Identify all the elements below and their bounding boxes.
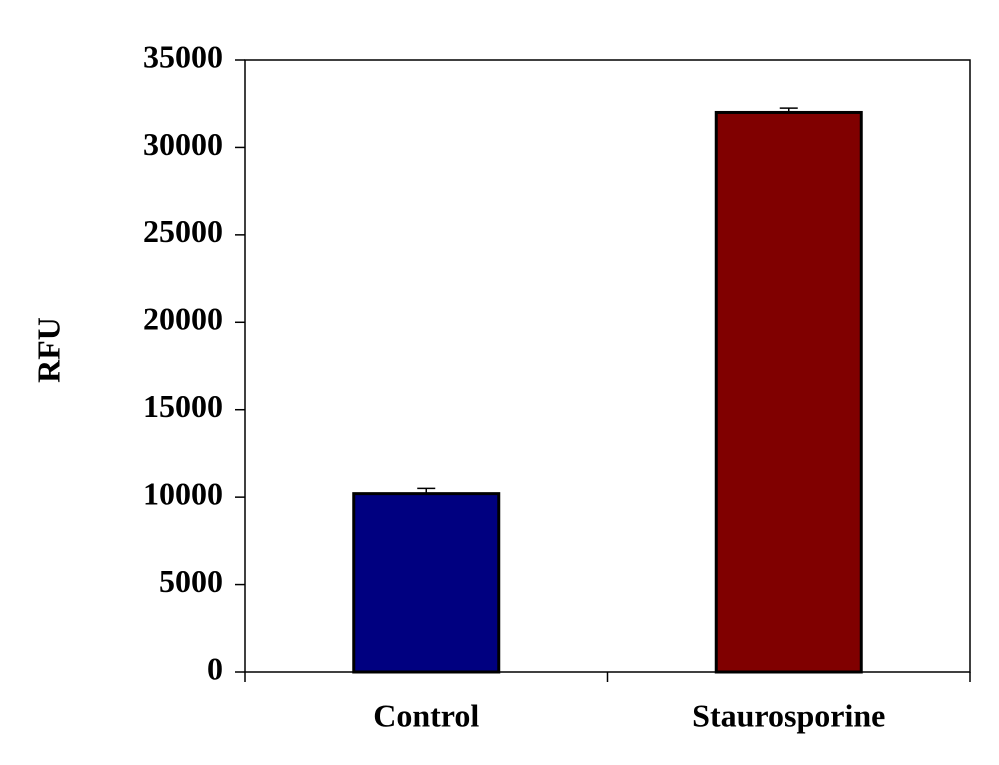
y-tick-label: 35000	[143, 38, 223, 74]
y-tick-label: 5000	[159, 563, 223, 599]
y-axis-label: RFU	[30, 317, 66, 383]
y-tick-label: 20000	[143, 301, 223, 337]
x-tick-label: Control	[373, 697, 479, 733]
bar	[714, 110, 863, 674]
y-tick-label: 0	[207, 650, 223, 686]
y-tick-label: 10000	[143, 475, 223, 511]
y-tick-label: 30000	[143, 126, 223, 162]
x-tick-label: Staurosporine	[692, 697, 885, 733]
y-tick-label: 25000	[143, 213, 223, 249]
y-tick-label: 15000	[143, 388, 223, 424]
bar	[352, 492, 501, 674]
